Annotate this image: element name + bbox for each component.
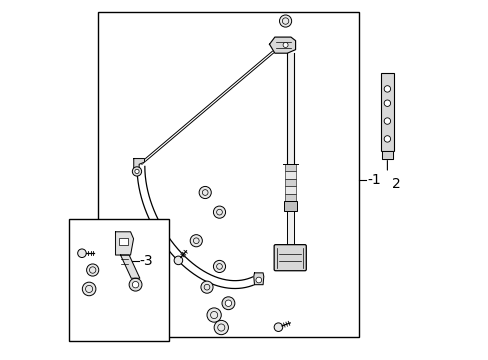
Polygon shape	[381, 152, 392, 159]
Bar	[283, 202, 296, 211]
Circle shape	[384, 86, 390, 92]
Circle shape	[129, 278, 142, 291]
Circle shape	[135, 169, 139, 174]
Circle shape	[274, 323, 282, 332]
Bar	[284, 179, 295, 186]
FancyBboxPatch shape	[274, 245, 305, 271]
Circle shape	[255, 277, 261, 283]
Bar	[69, 219, 169, 341]
Circle shape	[222, 297, 234, 310]
Circle shape	[86, 264, 99, 276]
Polygon shape	[115, 232, 133, 255]
Circle shape	[213, 260, 225, 273]
Text: 2: 2	[391, 176, 400, 190]
Bar	[98, 12, 358, 337]
Circle shape	[82, 282, 96, 296]
Polygon shape	[253, 273, 263, 285]
Text: -1: -1	[367, 173, 381, 187]
Circle shape	[283, 42, 287, 48]
Circle shape	[190, 235, 202, 247]
Circle shape	[174, 256, 183, 265]
Bar	[284, 171, 295, 179]
Circle shape	[384, 136, 390, 142]
Bar	[284, 194, 295, 202]
Circle shape	[279, 15, 291, 27]
Circle shape	[213, 206, 225, 218]
Circle shape	[214, 320, 228, 335]
Circle shape	[199, 186, 211, 199]
Circle shape	[384, 118, 390, 124]
Circle shape	[132, 282, 139, 288]
Text: -3: -3	[140, 255, 153, 269]
Circle shape	[78, 249, 86, 257]
Bar	[284, 164, 295, 171]
Polygon shape	[121, 255, 140, 278]
Polygon shape	[269, 37, 295, 53]
Bar	[118, 238, 127, 244]
Circle shape	[225, 300, 231, 306]
Circle shape	[132, 167, 142, 176]
Polygon shape	[134, 158, 144, 168]
Circle shape	[201, 281, 213, 293]
Bar	[286, 53, 293, 164]
Bar	[380, 73, 393, 152]
Circle shape	[384, 100, 390, 107]
Circle shape	[206, 308, 221, 322]
Bar	[284, 186, 295, 194]
